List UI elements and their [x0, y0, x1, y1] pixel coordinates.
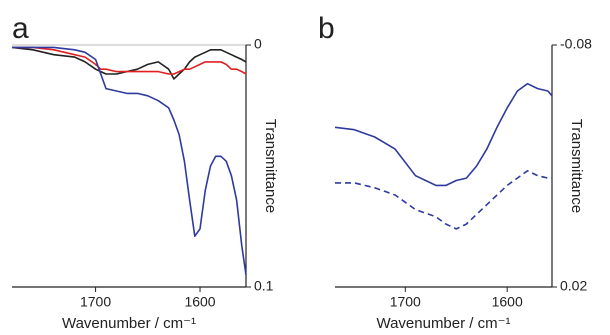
- y-axis-label: Transmittance: [568, 119, 585, 213]
- x-tick-label: 1700: [80, 294, 111, 310]
- y-tick-label: -0.08: [560, 36, 592, 52]
- x-tick-label: 1700: [390, 294, 421, 310]
- series-line: [11, 46, 247, 80]
- panel-label: b: [318, 12, 335, 45]
- x-tick-label: 1600: [184, 294, 215, 310]
- x-axis-label: Wavenumber / cm⁻¹: [376, 315, 510, 332]
- series-line: [335, 170, 552, 230]
- y-tick-label: 0: [254, 36, 262, 52]
- panel-label: a: [12, 12, 29, 45]
- series-line: [334, 82, 553, 187]
- y-tick-label: 0.02: [560, 278, 587, 294]
- x-tick-label: 1600: [492, 294, 523, 310]
- y-axis-label: Transmittance: [262, 119, 279, 213]
- y-tick-label: 0.1: [254, 278, 274, 294]
- series-line: [12, 46, 247, 276]
- series-line: [12, 46, 247, 75]
- x-axis-label: Wavenumber / cm⁻¹: [62, 315, 196, 332]
